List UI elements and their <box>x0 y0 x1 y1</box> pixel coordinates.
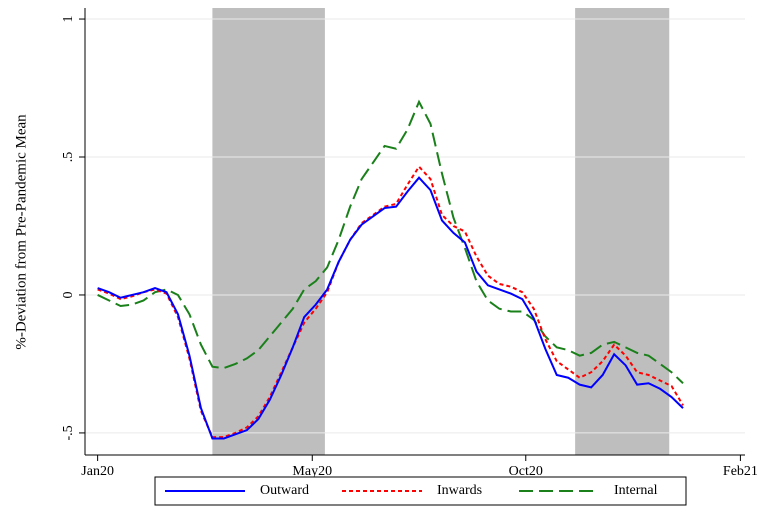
series-line <box>97 176 684 440</box>
legend-label: Outward <box>260 483 309 498</box>
shaded-period <box>575 8 670 455</box>
y-tick-label: 0 <box>61 291 76 298</box>
y-tick-label: -.5 <box>61 425 76 440</box>
x-tick-label: May20 <box>292 464 332 479</box>
legend-label: Internal <box>614 483 658 498</box>
y-tick-label: .5 <box>61 152 76 163</box>
series-line <box>97 99 684 384</box>
shaded-period <box>212 8 325 455</box>
y-axis-label: %-Deviation from Pre-Pandemic Mean <box>13 114 29 350</box>
x-tick-label: Feb21 <box>723 464 758 479</box>
x-tick-label: Jan20 <box>81 464 114 479</box>
legend-label: Inwards <box>437 483 482 498</box>
x-tick-label: Oct20 <box>509 464 543 479</box>
y-tick-label: 1 <box>61 16 76 23</box>
